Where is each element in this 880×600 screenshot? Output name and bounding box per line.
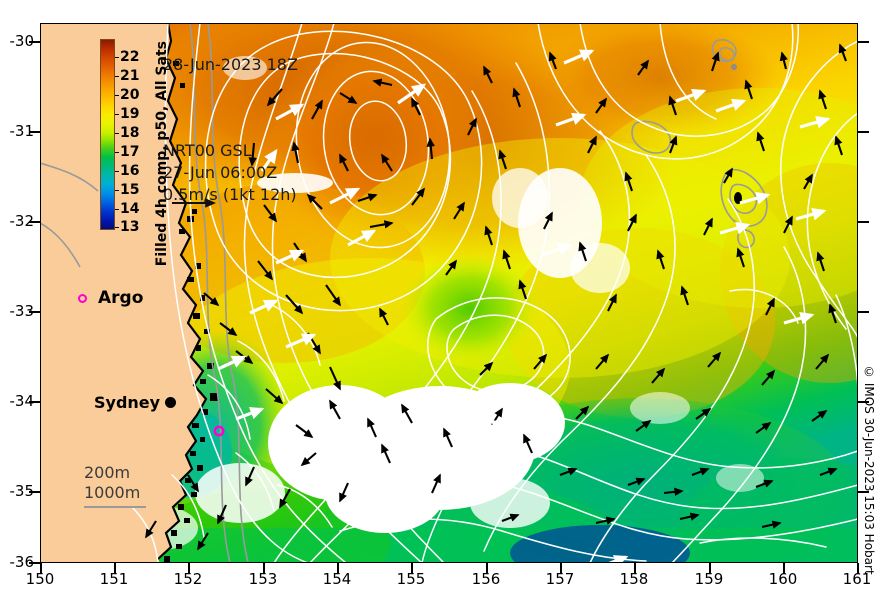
sydney-label: Sydney bbox=[94, 393, 161, 412]
ytick-label-33: -33 bbox=[9, 302, 35, 320]
xtick-mark bbox=[709, 563, 711, 574]
argo-legend: Argo bbox=[78, 288, 143, 308]
xtick-label-161: 161 bbox=[842, 570, 872, 588]
ytick-mark bbox=[29, 221, 40, 223]
ytick-mark-right bbox=[858, 401, 869, 403]
xtick-mark bbox=[337, 563, 339, 574]
sydney-city-marker: Sydney bbox=[94, 393, 177, 412]
xtick-label-159: 159 bbox=[694, 570, 724, 588]
ytick-label-34: -34 bbox=[9, 392, 35, 410]
xtick-mark bbox=[40, 563, 42, 574]
xtick-mark bbox=[560, 563, 562, 574]
overlay-product-line: NRT00 GSL bbox=[163, 141, 252, 160]
copyright-label: © IMOS 30-Jun-2023 15:03 Hobart bbox=[862, 365, 876, 575]
ytick-mark-right bbox=[858, 131, 869, 133]
ytick-mark bbox=[29, 562, 40, 564]
xtick-label-152: 152 bbox=[173, 570, 203, 588]
bathymetry-depth-legend: 200m 1000m bbox=[84, 463, 140, 503]
xtick-mark bbox=[411, 563, 413, 574]
xtick-mark bbox=[857, 563, 859, 574]
xtick-mark bbox=[783, 563, 785, 574]
xtick-label-154: 154 bbox=[322, 570, 352, 588]
current-overlay-caption: NRT00 GSL 27-Jun 06:00Z 0.5m/s (1kt 12h) bbox=[163, 140, 297, 206]
colorbar-tick-17: 17 bbox=[120, 144, 140, 160]
xtick-mark bbox=[634, 563, 636, 574]
city-dot-icon bbox=[165, 397, 177, 408]
ytick-label-36: -36 bbox=[9, 553, 35, 571]
map-plot-area[interactable]: 28-Jun-2023 18Z NRT00 GSL 27-Jun 06:00Z … bbox=[40, 23, 858, 563]
colorbar-tick-14: 14 bbox=[120, 201, 140, 217]
argo-float-markers[interactable] bbox=[40, 23, 858, 563]
xtick-label-150: 150 bbox=[25, 570, 55, 588]
coastline-landmass-layer bbox=[40, 23, 742, 563]
xtick-label-155: 155 bbox=[396, 570, 426, 588]
argo-circle-icon bbox=[78, 293, 87, 303]
colorbar-tick-18: 18 bbox=[120, 125, 140, 141]
xtick-label-158: 158 bbox=[619, 570, 649, 588]
xtick-label-151: 151 bbox=[99, 570, 129, 588]
reference-arrow-icon bbox=[172, 198, 216, 208]
ssh-contour-layer bbox=[131, 23, 858, 563]
colorbar-tick-16: 16 bbox=[120, 163, 140, 179]
ytick-label-32: -32 bbox=[9, 212, 35, 230]
colorbar-gradient bbox=[100, 39, 115, 230]
colorbar-group: Filled 4h comp, p50, All Sats 22 21 20 1… bbox=[60, 31, 190, 266]
xtick-label-156: 156 bbox=[471, 570, 501, 588]
xtick-label-160: 160 bbox=[768, 570, 798, 588]
ytick-label-30: -30 bbox=[9, 32, 35, 50]
xtick-mark bbox=[263, 563, 265, 574]
xtick-mark bbox=[114, 563, 116, 574]
ytick-mark-right bbox=[858, 41, 869, 43]
argo-marker[interactable] bbox=[213, 425, 225, 437]
ytick-mark bbox=[29, 41, 40, 43]
overlay-time-line: 27-Jun 06:00Z bbox=[163, 163, 278, 182]
date-stamp-label: 28-Jun-2023 18Z bbox=[163, 55, 298, 74]
depth-label-200m: 200m bbox=[84, 463, 131, 482]
ytick-mark bbox=[29, 401, 40, 403]
xtick-mark bbox=[188, 563, 190, 574]
depth-contour-sample-line bbox=[84, 506, 146, 508]
colorbar-tick-13: 13 bbox=[120, 219, 140, 235]
ytick-label-35: -35 bbox=[9, 482, 35, 500]
ytick-mark bbox=[29, 311, 40, 313]
ytick-mark bbox=[29, 491, 40, 493]
ytick-label-31: -31 bbox=[9, 122, 35, 140]
colorbar-tick-22: 22 bbox=[120, 49, 140, 65]
xtick-label-153: 153 bbox=[248, 570, 278, 588]
ytick-mark-right bbox=[858, 311, 869, 313]
colorbar-tick-15: 15 bbox=[120, 182, 140, 198]
xtick-label-157: 157 bbox=[545, 570, 575, 588]
xtick-mark bbox=[486, 563, 488, 574]
overlay-speed-line: 0.5m/s (1kt 12h) bbox=[163, 185, 297, 204]
colorbar-tick-20: 20 bbox=[120, 87, 140, 103]
current-vector-layer bbox=[145, 43, 847, 563]
colorbar-tick-21: 21 bbox=[120, 68, 140, 84]
colorbar-title: Filled 4h comp, p50, All Sats bbox=[154, 41, 170, 267]
ytick-mark bbox=[29, 131, 40, 133]
ytick-mark-right bbox=[858, 491, 869, 493]
no-data-cloud-mask bbox=[122, 56, 764, 550]
colorbar-tick-19: 19 bbox=[120, 106, 140, 122]
ytick-mark-right bbox=[858, 221, 869, 223]
depth-label-1000m: 1000m bbox=[84, 483, 141, 502]
argo-legend-label: Argo bbox=[98, 288, 144, 308]
